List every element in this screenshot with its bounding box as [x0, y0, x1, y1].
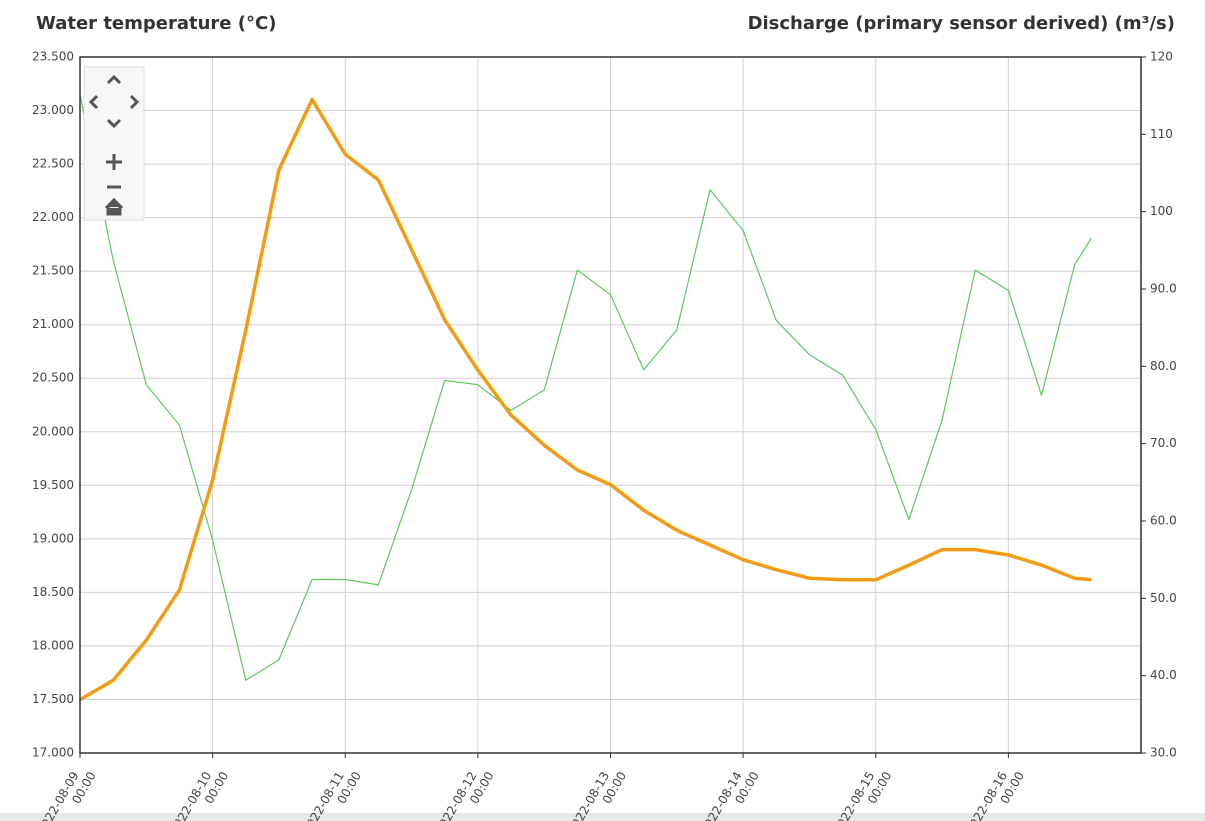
y2-tick-label: 110 [1150, 127, 1173, 141]
y2-tick-label: 100 [1150, 204, 1173, 218]
y-tick-label: 22.500 [32, 157, 74, 171]
y-tick-label: 20.000 [32, 424, 74, 438]
nav-control[interactable] [83, 66, 145, 221]
y2-tick-label: 70.0 [1150, 436, 1177, 450]
y-tick-label: 22.000 [32, 210, 74, 224]
y2-tick-label: 120 [1150, 50, 1173, 64]
y2-tick-label: 90.0 [1150, 282, 1177, 296]
y2-tick-label: 80.0 [1150, 359, 1177, 373]
y-tick-label: 21.000 [32, 317, 74, 331]
series-line [79, 97, 1092, 702]
y-tick-label: 20.500 [32, 371, 74, 385]
y-tick-label: 17.500 [32, 692, 74, 706]
y-tick-label: 21.500 [32, 264, 74, 278]
y-tick-label: 18.000 [32, 638, 74, 652]
y-tick-label: 23.000 [32, 103, 74, 117]
y-tick-label: 18.500 [32, 585, 74, 599]
y2-tick-label: 50.0 [1150, 591, 1177, 605]
scrollbar[interactable] [0, 813, 1205, 821]
y-tick-label: 19.000 [32, 531, 74, 545]
y2-tick-label: 30.0 [1150, 746, 1177, 760]
y2-axis-title: Discharge (primary sensor derived) (m³/s… [748, 13, 1175, 34]
y-tick-label: 17.000 [32, 746, 74, 760]
y-tick-label: 19.500 [32, 478, 74, 492]
y2-tick-label: 40.0 [1150, 668, 1177, 682]
series-line [79, 94, 1092, 681]
grid [79, 56, 1141, 754]
plot [79, 94, 1092, 702]
y2-tick-label: 60.0 [1150, 514, 1177, 528]
y-tick-label: 23.500 [32, 50, 74, 64]
y-axis-title: Water temperature (°C) [36, 13, 276, 34]
